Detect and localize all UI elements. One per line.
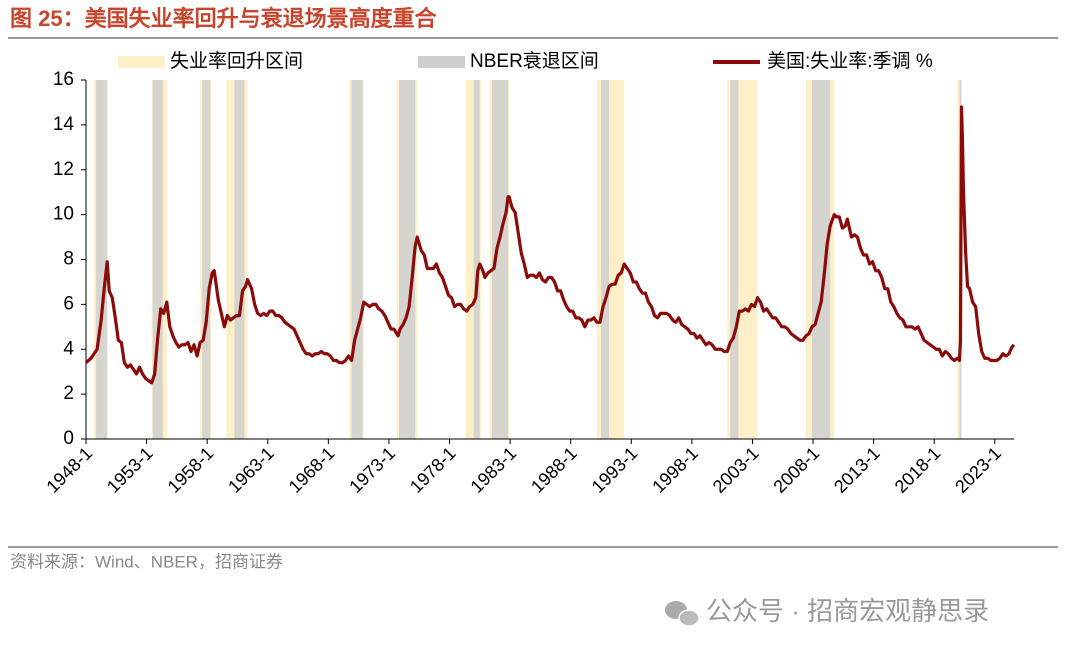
x-tick-label: 1973-1: [345, 443, 399, 497]
y-tick-label: 16: [53, 69, 74, 90]
source: 资料来源：Wind、NBER，招商证券: [10, 552, 283, 571]
x-tick-label: 1988-1: [527, 443, 581, 497]
x-tick-label: 1993-1: [588, 443, 642, 497]
recession-band: [491, 80, 509, 439]
chart-title: 图 25：美国失业率回升与衰退场景高度重合: [10, 6, 438, 31]
x-tick-label: 2018-1: [891, 443, 945, 497]
x-tick-label: 1953-1: [103, 443, 157, 497]
legend-label: 失业率回升区间: [170, 50, 303, 72]
recession-band: [351, 80, 363, 439]
recession-band: [812, 80, 831, 439]
recession-band: [202, 80, 211, 439]
y-tick-label: 10: [53, 204, 74, 225]
x-tick-label: 1948-1: [42, 443, 96, 497]
x-tick-label: 1998-1: [648, 443, 702, 497]
y-tick-label: 14: [53, 114, 75, 135]
x-tick-label: 1963-1: [224, 443, 278, 497]
watermark: 公众号 · 招商宏观静思录: [706, 596, 989, 626]
x-tick-label: 1958-1: [164, 443, 218, 497]
series-line: [84, 105, 1016, 385]
x-tick-label: 1968-1: [285, 443, 339, 497]
x-tick-label: 2003-1: [709, 443, 763, 497]
y-tick-label: 12: [53, 159, 74, 180]
legend-label: NBER衰退区间: [470, 50, 599, 72]
recession-band: [473, 80, 480, 439]
y-tick-label: 0: [63, 428, 74, 449]
y-tick-label: 4: [63, 338, 74, 359]
x-tick-label: 2013-1: [830, 443, 884, 497]
y-tick-label: 2: [63, 383, 74, 404]
legend-label: 美国:失业率:季调 %: [767, 50, 933, 72]
recession-band: [600, 80, 610, 439]
recession-band: [234, 80, 245, 439]
x-tick-label: 2023-1: [951, 443, 1005, 497]
recession-band: [399, 80, 416, 439]
y-tick-label: 8: [63, 249, 74, 270]
wechat-icon: [665, 601, 700, 627]
legend-swatch: [418, 56, 465, 68]
legend-swatch: [118, 56, 165, 68]
x-tick-label: 2008-1: [769, 443, 823, 497]
recession-band: [152, 80, 163, 439]
recession-band: [730, 80, 739, 439]
y-tick-label: 6: [63, 293, 74, 314]
x-tick-label: 1978-1: [406, 443, 460, 497]
recession-band: [96, 80, 108, 439]
x-tick-label: 1983-1: [467, 443, 521, 497]
